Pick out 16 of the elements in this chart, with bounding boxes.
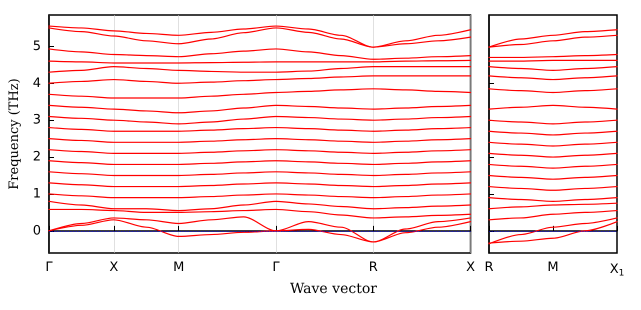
x-tick-label: Γ xyxy=(45,260,54,275)
y-tick-label: 1 xyxy=(32,186,41,202)
x-tick-label: R xyxy=(368,260,378,275)
x-tick-label: M xyxy=(173,260,184,275)
x-axis-title: Wave vector xyxy=(290,281,378,297)
x-tick-label: Γ xyxy=(272,260,280,275)
y-tick-label: 2 xyxy=(32,150,41,165)
x-tick-label: R xyxy=(484,260,494,275)
y-tick-label: 0 xyxy=(32,223,41,238)
y-axis-title: Frequency (THz) xyxy=(7,78,22,190)
x-tick-label: X xyxy=(466,260,476,275)
y-tick-label: 5 xyxy=(32,38,41,54)
x-tick-label: X xyxy=(109,260,118,275)
x-tick-label: M xyxy=(547,260,559,275)
y-tick-label: 4 xyxy=(32,76,41,91)
y-tick-label: 3 xyxy=(32,112,41,128)
